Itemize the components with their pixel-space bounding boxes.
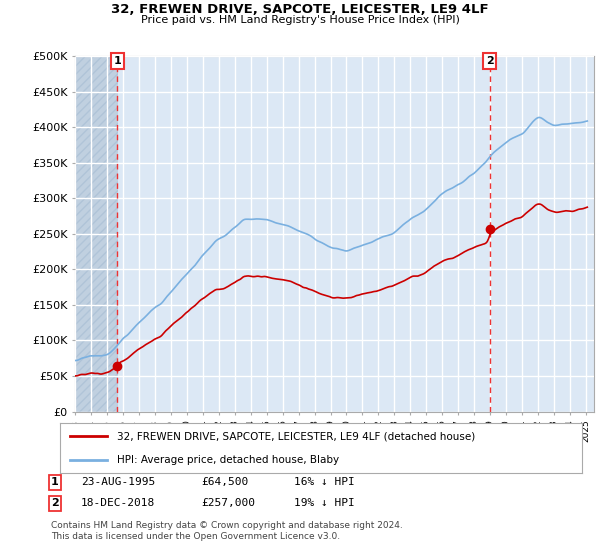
- Text: 19% ↓ HPI: 19% ↓ HPI: [294, 498, 355, 508]
- Text: 1: 1: [51, 477, 59, 487]
- Text: 32, FREWEN DRIVE, SAPCOTE, LEICESTER, LE9 4LF: 32, FREWEN DRIVE, SAPCOTE, LEICESTER, LE…: [111, 3, 489, 16]
- Text: 1: 1: [113, 56, 121, 66]
- Text: 2: 2: [486, 56, 493, 66]
- Text: Price paid vs. HM Land Registry's House Price Index (HPI): Price paid vs. HM Land Registry's House …: [140, 15, 460, 25]
- Text: 23-AUG-1995: 23-AUG-1995: [81, 477, 155, 487]
- Text: 16% ↓ HPI: 16% ↓ HPI: [294, 477, 355, 487]
- Text: 2: 2: [51, 498, 59, 508]
- Text: 32, FREWEN DRIVE, SAPCOTE, LEICESTER, LE9 4LF (detached house): 32, FREWEN DRIVE, SAPCOTE, LEICESTER, LE…: [118, 431, 476, 441]
- Bar: [75, 56, 118, 412]
- Text: This data is licensed under the Open Government Licence v3.0.: This data is licensed under the Open Gov…: [51, 532, 340, 541]
- Text: Contains HM Land Registry data © Crown copyright and database right 2024.: Contains HM Land Registry data © Crown c…: [51, 521, 403, 530]
- Text: £257,000: £257,000: [201, 498, 255, 508]
- Text: £64,500: £64,500: [201, 477, 248, 487]
- Text: HPI: Average price, detached house, Blaby: HPI: Average price, detached house, Blab…: [118, 455, 340, 465]
- Text: 18-DEC-2018: 18-DEC-2018: [81, 498, 155, 508]
